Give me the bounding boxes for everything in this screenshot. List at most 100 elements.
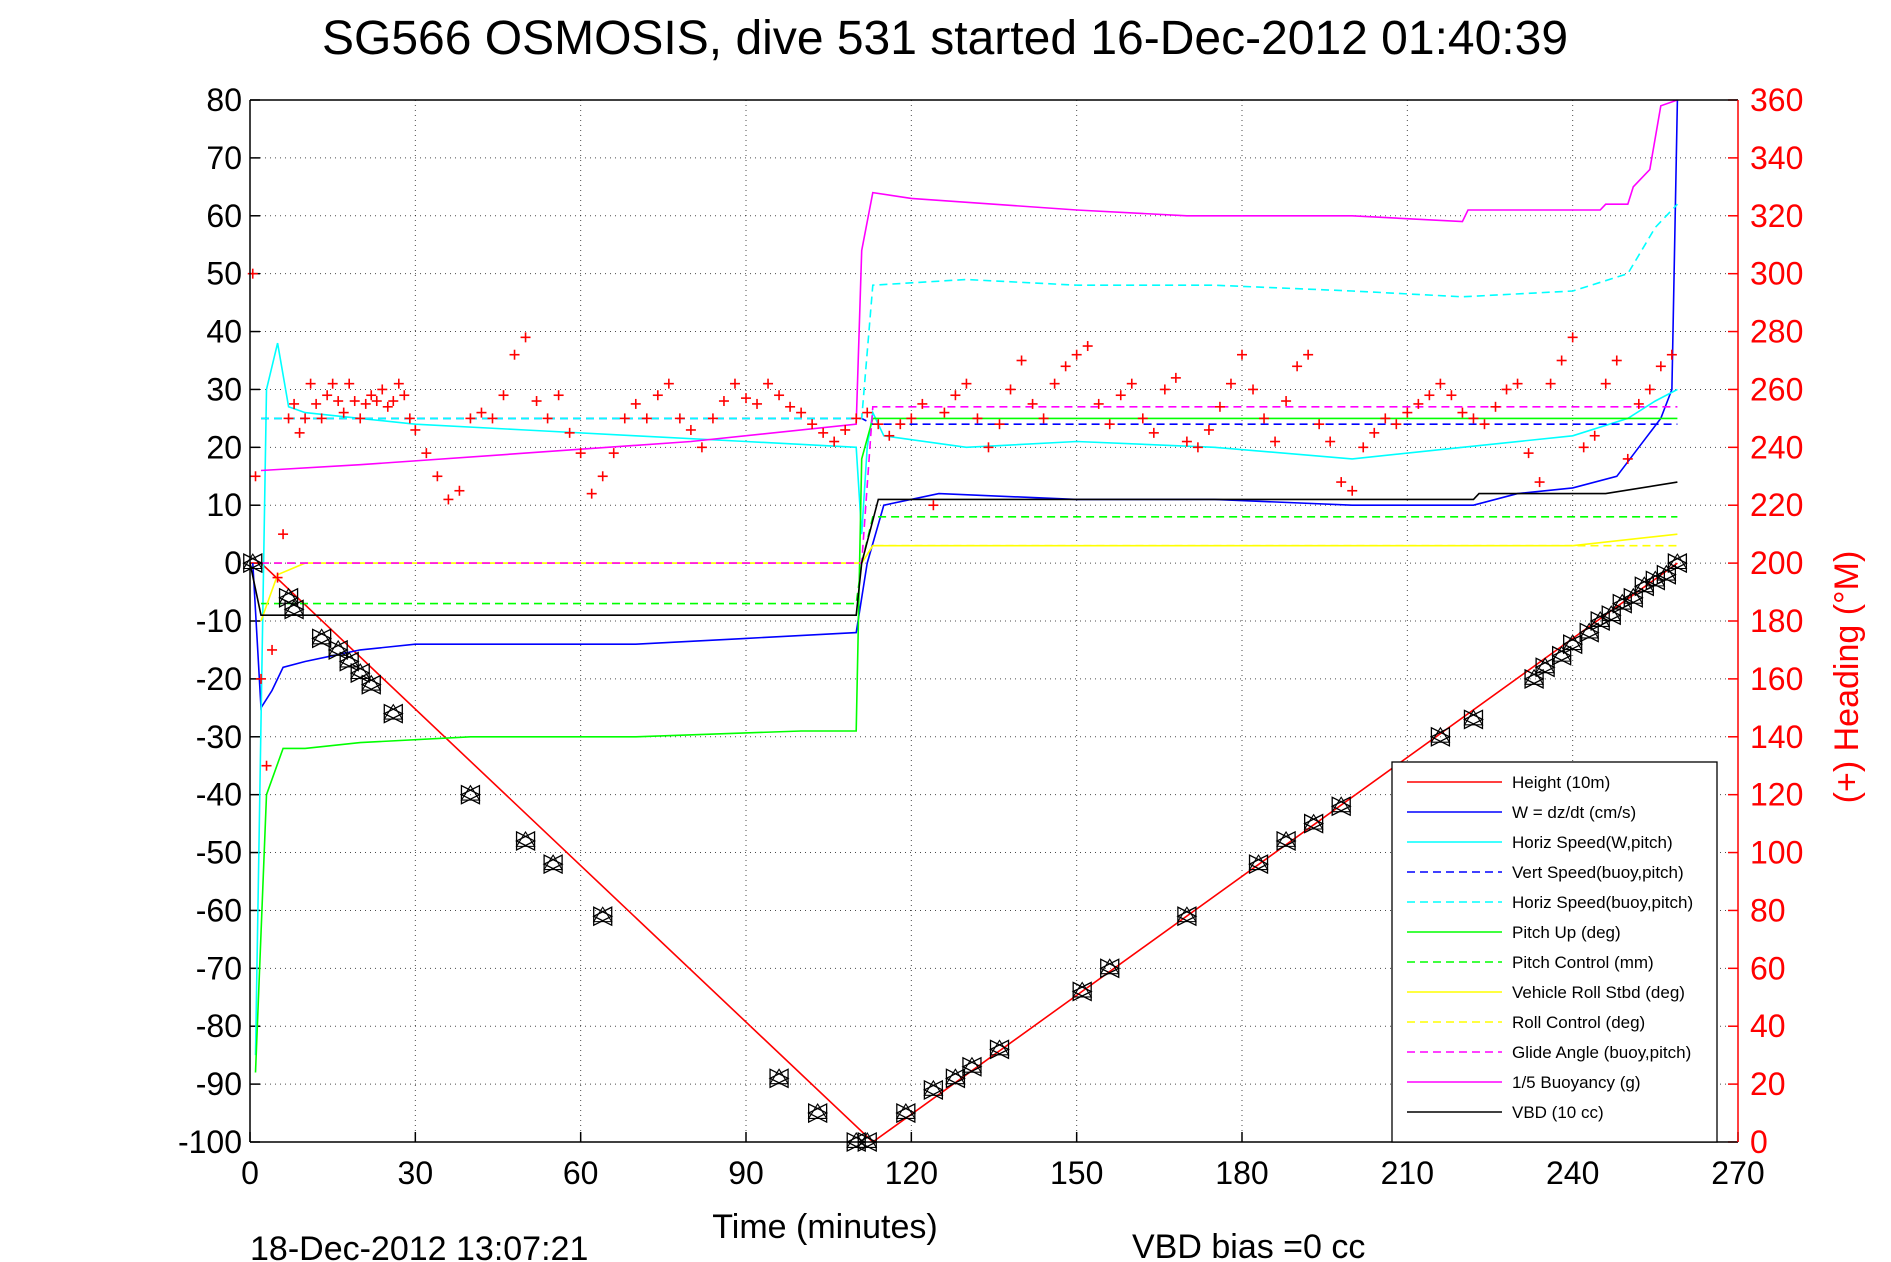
- heading-point: [741, 393, 751, 404]
- event-marker: [1534, 657, 1556, 678]
- heading-point: [1192, 442, 1203, 453]
- heading-point: [1457, 407, 1468, 418]
- x-tick-label: 0: [241, 1155, 259, 1191]
- y-tick-label: 50: [206, 256, 242, 292]
- event-marker: [961, 1056, 983, 1077]
- event-marker: [360, 674, 382, 695]
- y-right-tick-label: 60: [1750, 950, 1786, 986]
- heading-point: [917, 398, 928, 409]
- event-triangle-left: [1275, 830, 1296, 852]
- legend-entry: Roll Control (deg): [1512, 1013, 1645, 1032]
- event-triangle-left: [1330, 796, 1351, 817]
- y-right-tick-label: 0: [1750, 1124, 1768, 1160]
- legend-entry: Vert Speed(buoy,pitch): [1512, 863, 1684, 882]
- heading-point: [443, 494, 454, 505]
- event-triangle-up: [895, 1103, 916, 1120]
- heading-point: [685, 424, 696, 435]
- event-triangle-left: [895, 1103, 916, 1124]
- heading-point: [305, 378, 316, 389]
- legend-entry: Height (10m): [1512, 773, 1610, 792]
- event-marker: [311, 628, 333, 649]
- event-marker: [459, 784, 481, 805]
- heading-point: [360, 398, 371, 409]
- event-marker: [515, 830, 537, 852]
- event-marker: [1562, 634, 1584, 655]
- y-right-tick-label: 360: [1750, 82, 1803, 118]
- event-triangle-up: [1623, 587, 1644, 604]
- heading-point: [785, 401, 796, 412]
- event-triangle-left: [1523, 668, 1544, 689]
- heading-point: [1237, 349, 1247, 360]
- heading-point: [564, 427, 575, 438]
- y-tick-label: 40: [206, 314, 242, 350]
- event-triangle-up: [1463, 709, 1484, 726]
- event-marker: [592, 906, 614, 927]
- event-triangle-up: [807, 1103, 828, 1120]
- heading-point: [1490, 401, 1501, 412]
- heading-point: [1137, 413, 1148, 424]
- event-marker: [349, 663, 371, 684]
- heading-point: [818, 427, 829, 438]
- event-triangle-left: [1562, 634, 1583, 655]
- series-line-3: [254, 342, 1678, 1056]
- heading-point: [1336, 477, 1347, 488]
- heading-point: [256, 673, 267, 684]
- heading-point: [1181, 436, 1192, 447]
- heading-point: [983, 442, 994, 453]
- heading-point: [884, 430, 895, 441]
- event-triangle-left: [1176, 906, 1197, 927]
- event-triangle-left: [1622, 587, 1643, 608]
- heading-point: [465, 413, 476, 424]
- event-marker: [1463, 709, 1484, 730]
- heading-point: [300, 413, 311, 424]
- event-triangle-up: [923, 1079, 944, 1096]
- y-tick-label: -100: [178, 1124, 242, 1160]
- event-triangle-up: [242, 553, 263, 570]
- heading-point: [696, 442, 707, 453]
- heading-point: [1038, 413, 1049, 424]
- event-marker: [542, 854, 564, 875]
- heading-point: [399, 390, 410, 401]
- y-right-tick-label: 140: [1750, 719, 1803, 755]
- y-tick-label: 60: [206, 198, 242, 234]
- event-triangle-up: [1579, 622, 1600, 639]
- event-marker: [1303, 813, 1325, 834]
- event-triangle-up: [460, 784, 481, 801]
- plot-area: 80706050403020100-10-20-30-40-50-60-70-8…: [178, 82, 1803, 1191]
- event-marker: [1666, 553, 1688, 574]
- event-marker: [1248, 854, 1269, 875]
- heading-point: [1071, 349, 1082, 360]
- heading-point: [1556, 355, 1567, 366]
- event-marker: [1275, 830, 1297, 852]
- y-right-tick-label: 20: [1750, 1066, 1786, 1102]
- event-marker: [922, 1079, 944, 1100]
- legend-entry: Horiz Speed(W,pitch): [1512, 833, 1673, 852]
- legend-entry: W = dz/dt (cm/s): [1512, 803, 1636, 822]
- heading-point: [873, 419, 884, 430]
- event-triangle-up: [284, 599, 305, 616]
- series-line-10: [261, 405, 1678, 564]
- y-tick-label: -60: [196, 892, 242, 928]
- y-right-tick-label: 260: [1750, 371, 1803, 407]
- event-triangle-up: [543, 854, 564, 871]
- event-triangle-up: [1099, 958, 1120, 975]
- heading-point: [1248, 384, 1259, 395]
- event-triangle-left: [1303, 813, 1324, 834]
- event-marker: [1071, 981, 1093, 1002]
- heading-point: [939, 407, 950, 418]
- heading-point: [840, 424, 851, 435]
- y-right-tick-label: 180: [1750, 603, 1803, 639]
- legend-entry: Vehicle Roll Stbd (deg): [1512, 983, 1685, 1002]
- heading-point: [1446, 390, 1457, 401]
- heading-point: [267, 644, 278, 655]
- event-triangle-up: [961, 1056, 982, 1073]
- series-line-11: [260, 99, 1678, 472]
- y-right-tick-label: 120: [1750, 777, 1803, 813]
- x-tick-label: 180: [1215, 1155, 1268, 1191]
- x-tick-label: 150: [1050, 1155, 1103, 1191]
- event-triangle-up: [1590, 610, 1611, 627]
- event-triangle-up: [1562, 634, 1583, 651]
- event-triangle-up: [1430, 726, 1451, 743]
- event-triangle-up: [1634, 576, 1655, 593]
- heading-point: [432, 471, 443, 482]
